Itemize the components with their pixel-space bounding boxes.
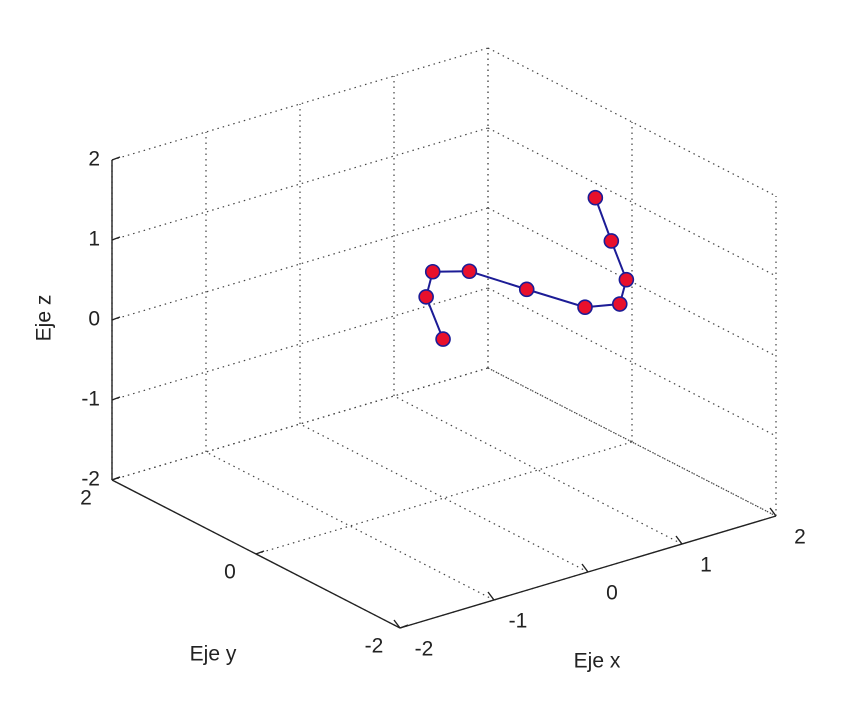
data-point <box>611 296 628 312</box>
grid-line <box>111 287 489 401</box>
y-tick <box>255 550 265 555</box>
grid-line <box>487 127 777 277</box>
grid-line <box>487 367 777 517</box>
x-tick-label: 0 <box>606 582 618 605</box>
data-point <box>587 189 604 206</box>
x-tick <box>581 563 589 573</box>
z-tick-label: -1 <box>81 388 100 411</box>
z-tick <box>111 396 121 401</box>
grid-line <box>255 441 633 555</box>
grid-line <box>393 395 683 545</box>
data-point <box>461 263 478 280</box>
z-tick-label: 2 <box>88 148 100 171</box>
x-tick <box>769 507 777 517</box>
z-tick <box>111 236 121 241</box>
data-point <box>418 289 434 305</box>
grid-line <box>299 423 589 573</box>
data-point <box>435 331 451 347</box>
z-tick-label: 0 <box>88 308 100 331</box>
data-point <box>424 263 441 280</box>
data-point <box>618 271 635 288</box>
x-tick <box>675 535 683 545</box>
x-tick-label: 2 <box>794 526 806 549</box>
z-tick <box>111 316 121 321</box>
y-tick-label: -2 <box>365 635 384 658</box>
z-tick <box>111 476 121 481</box>
z-tick <box>111 156 121 161</box>
z-tick-label: -2 <box>81 468 100 491</box>
y-tick-label: 2 <box>80 487 92 510</box>
grid-line <box>487 47 777 197</box>
data-point <box>603 233 620 249</box>
grid-line <box>111 127 489 241</box>
y-axis-label: Eje y <box>190 643 237 666</box>
grid-line <box>205 451 495 601</box>
y-tick-label: 0 <box>224 561 236 584</box>
series-line <box>425 197 628 340</box>
x-tick <box>487 591 495 601</box>
grid-line <box>487 207 777 357</box>
data-point <box>518 281 535 298</box>
y-tick <box>399 624 409 629</box>
grid-line <box>487 287 777 437</box>
x-tick <box>393 619 401 629</box>
z-tick-label: 1 <box>88 228 100 251</box>
x-axis-label: Eje x <box>574 650 621 673</box>
x-tick-label: -1 <box>509 610 528 633</box>
z-axis-label: Eje z <box>33 295 56 342</box>
data-point <box>577 299 593 316</box>
x-tick-label: -2 <box>415 638 434 661</box>
grid-line <box>487 367 777 517</box>
x-tick-label: 1 <box>700 554 712 577</box>
